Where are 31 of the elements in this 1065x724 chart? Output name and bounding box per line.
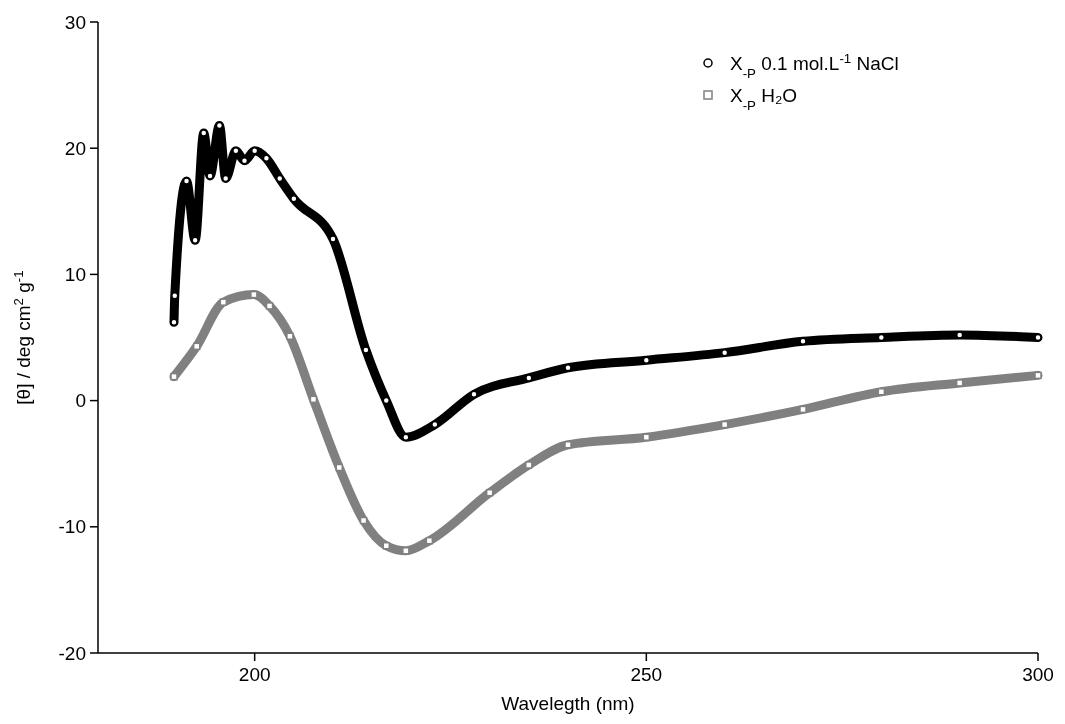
point — [219, 298, 228, 306]
y-tick-label: 0 — [75, 390, 86, 412]
legend-label: X$_{-P}$ H₂O — [730, 84, 798, 113]
x-tick-label: 300 — [1022, 664, 1054, 685]
point — [286, 332, 294, 340]
point — [564, 441, 572, 449]
legend-label: X$_{-P}$ 0.1 mol.L$^{-1}$ NaCl — [730, 50, 899, 81]
point — [485, 488, 494, 497]
point — [425, 536, 434, 545]
point — [1034, 371, 1042, 380]
y-tick-label: -20 — [58, 642, 86, 664]
point — [382, 541, 391, 550]
point — [335, 463, 344, 472]
point — [799, 405, 807, 414]
point — [309, 395, 318, 404]
point — [402, 547, 410, 555]
x-tick-label: 200 — [238, 664, 271, 685]
point — [720, 420, 729, 429]
point — [265, 302, 274, 310]
point — [329, 235, 337, 243]
y-tick-label: 30 — [64, 11, 86, 33]
point — [170, 372, 178, 381]
x-axis-title: Wavelegth (nm) — [501, 693, 635, 714]
point — [525, 461, 533, 469]
y-tick-label: 20 — [64, 137, 86, 159]
point — [192, 342, 201, 351]
x-tick-label: 250 — [630, 664, 663, 685]
y-tick-label: -10 — [58, 516, 86, 538]
point — [206, 172, 214, 180]
point — [359, 516, 368, 525]
y-tick-label: 10 — [64, 264, 86, 286]
